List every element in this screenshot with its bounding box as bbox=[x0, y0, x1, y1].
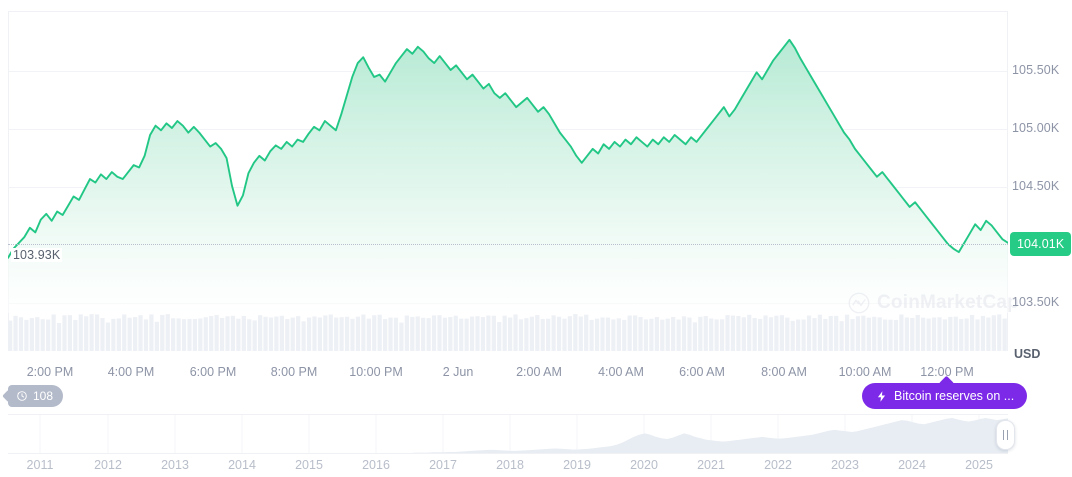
history-count-value: 108 bbox=[33, 389, 54, 403]
navigator-tick: 2011 bbox=[26, 458, 54, 472]
coinmarketcap-logo-icon bbox=[848, 292, 870, 314]
low-price-dotted-line bbox=[8, 244, 1008, 245]
y-axis-tick: 103.50K bbox=[1012, 295, 1060, 309]
x-axis-tick: 6:00 PM bbox=[189, 365, 237, 379]
navigator-tick: 2021 bbox=[697, 458, 725, 472]
x-axis-tick: 2:00 AM bbox=[516, 365, 562, 379]
x-axis-tick: 4:00 PM bbox=[107, 365, 155, 379]
x-axis-tick: 4:00 AM bbox=[598, 365, 644, 379]
x-axis-tick: 12:00 PM bbox=[920, 365, 974, 379]
x-axis-tick: 10:00 PM bbox=[349, 365, 403, 379]
low-price-label: 103.93K bbox=[11, 248, 63, 262]
range-navigator[interactable] bbox=[8, 414, 1008, 454]
y-axis-currency-label: USD bbox=[1014, 347, 1041, 361]
y-axis-tick: 105.50K bbox=[1012, 63, 1060, 77]
y-axis-tick: 105.00K bbox=[1012, 121, 1060, 135]
navigator-tick: 2018 bbox=[496, 458, 524, 472]
navigator-tick: 2022 bbox=[764, 458, 792, 472]
x-axis-tick: 10:00 AM bbox=[838, 365, 892, 379]
navigator-tick: 2016 bbox=[362, 458, 390, 472]
x-axis-tick: 8:00 PM bbox=[270, 365, 318, 379]
x-axis-tick: 2:00 PM bbox=[26, 365, 74, 379]
navigator-tick: 2025 bbox=[965, 458, 993, 472]
y-axis-tick: 104.50K bbox=[1012, 179, 1060, 193]
navigator-series bbox=[8, 415, 1008, 453]
navigator-tick: 2019 bbox=[563, 458, 591, 472]
grip-line bbox=[1007, 430, 1008, 440]
navigator-tick: 2024 bbox=[898, 458, 926, 472]
x-axis-tick: 6:00 AM bbox=[679, 365, 725, 379]
navigator-tick: 2017 bbox=[429, 458, 457, 472]
event-annotation-label: Bitcoin reserves on ... bbox=[894, 389, 1015, 403]
x-axis-tick: 8:00 AM bbox=[761, 365, 807, 379]
navigator-axis: 2011 2012 2013 2014 2015 2016 2017 2018 … bbox=[8, 458, 1008, 476]
y-axis: 105.50K 105.00K 104.50K 103.50K bbox=[1012, 0, 1072, 360]
navigator-tick: 2013 bbox=[161, 458, 189, 472]
history-count-badge[interactable]: 108 bbox=[8, 385, 64, 407]
grip-line bbox=[1003, 430, 1004, 440]
navigator-right-handle[interactable] bbox=[996, 420, 1015, 450]
x-axis-tick: 2 Jun bbox=[442, 365, 474, 379]
navigator-tick: 2015 bbox=[295, 458, 323, 472]
watermark-text: CoinMarketCap bbox=[877, 292, 1019, 313]
x-axis: 2:00 PM 4:00 PM 6:00 PM 8:00 PM 10:00 PM… bbox=[8, 365, 1008, 385]
lightning-bolt-icon bbox=[877, 390, 886, 402]
price-area-series bbox=[8, 38, 1008, 313]
coinmarketcap-watermark: CoinMarketCap bbox=[848, 292, 1019, 314]
navigator-tick: 2012 bbox=[94, 458, 122, 472]
gridline bbox=[9, 71, 1007, 72]
navigator-tick: 2014 bbox=[228, 458, 256, 472]
current-price-badge: 104.01K bbox=[1010, 232, 1072, 256]
volume-bars-series bbox=[8, 314, 1007, 351]
clock-rewind-icon bbox=[17, 391, 27, 401]
navigator-tick: 2020 bbox=[630, 458, 658, 472]
navigator-tick: 2023 bbox=[831, 458, 859, 472]
event-annotation-badge[interactable]: Bitcoin reserves on ... bbox=[862, 383, 1028, 409]
